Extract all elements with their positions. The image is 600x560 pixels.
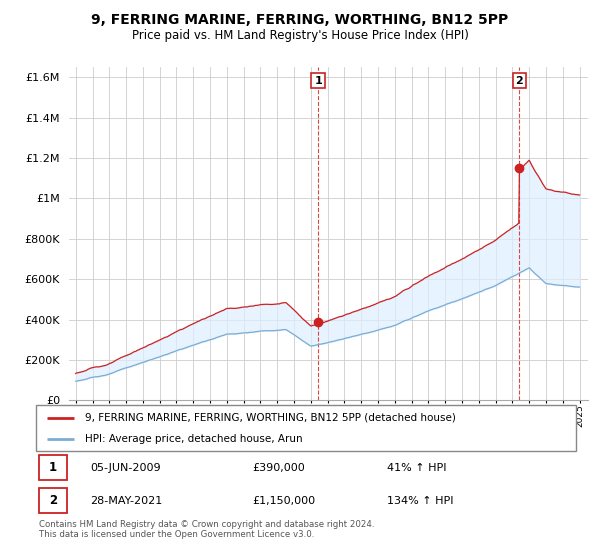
Text: 9, FERRING MARINE, FERRING, WORTHING, BN12 5PP: 9, FERRING MARINE, FERRING, WORTHING, BN… <box>91 13 509 27</box>
Text: HPI: Average price, detached house, Arun: HPI: Average price, detached house, Arun <box>85 435 302 444</box>
Text: 2: 2 <box>49 494 57 507</box>
Text: 134% ↑ HPI: 134% ↑ HPI <box>387 496 454 506</box>
Text: 2: 2 <box>515 76 523 86</box>
Text: £390,000: £390,000 <box>252 463 305 473</box>
Text: £1,150,000: £1,150,000 <box>252 496 315 506</box>
Text: Contains HM Land Registry data © Crown copyright and database right 2024.
This d: Contains HM Land Registry data © Crown c… <box>39 520 374 539</box>
Text: 41% ↑ HPI: 41% ↑ HPI <box>387 463 446 473</box>
Text: 28-MAY-2021: 28-MAY-2021 <box>90 496 162 506</box>
Text: 1: 1 <box>49 461 57 474</box>
Bar <box>39 488 67 513</box>
Text: Price paid vs. HM Land Registry's House Price Index (HPI): Price paid vs. HM Land Registry's House … <box>131 29 469 42</box>
Text: 1: 1 <box>314 76 322 86</box>
Text: 05-JUN-2009: 05-JUN-2009 <box>90 463 161 473</box>
Bar <box>39 455 67 480</box>
Text: 9, FERRING MARINE, FERRING, WORTHING, BN12 5PP (detached house): 9, FERRING MARINE, FERRING, WORTHING, BN… <box>85 413 455 423</box>
